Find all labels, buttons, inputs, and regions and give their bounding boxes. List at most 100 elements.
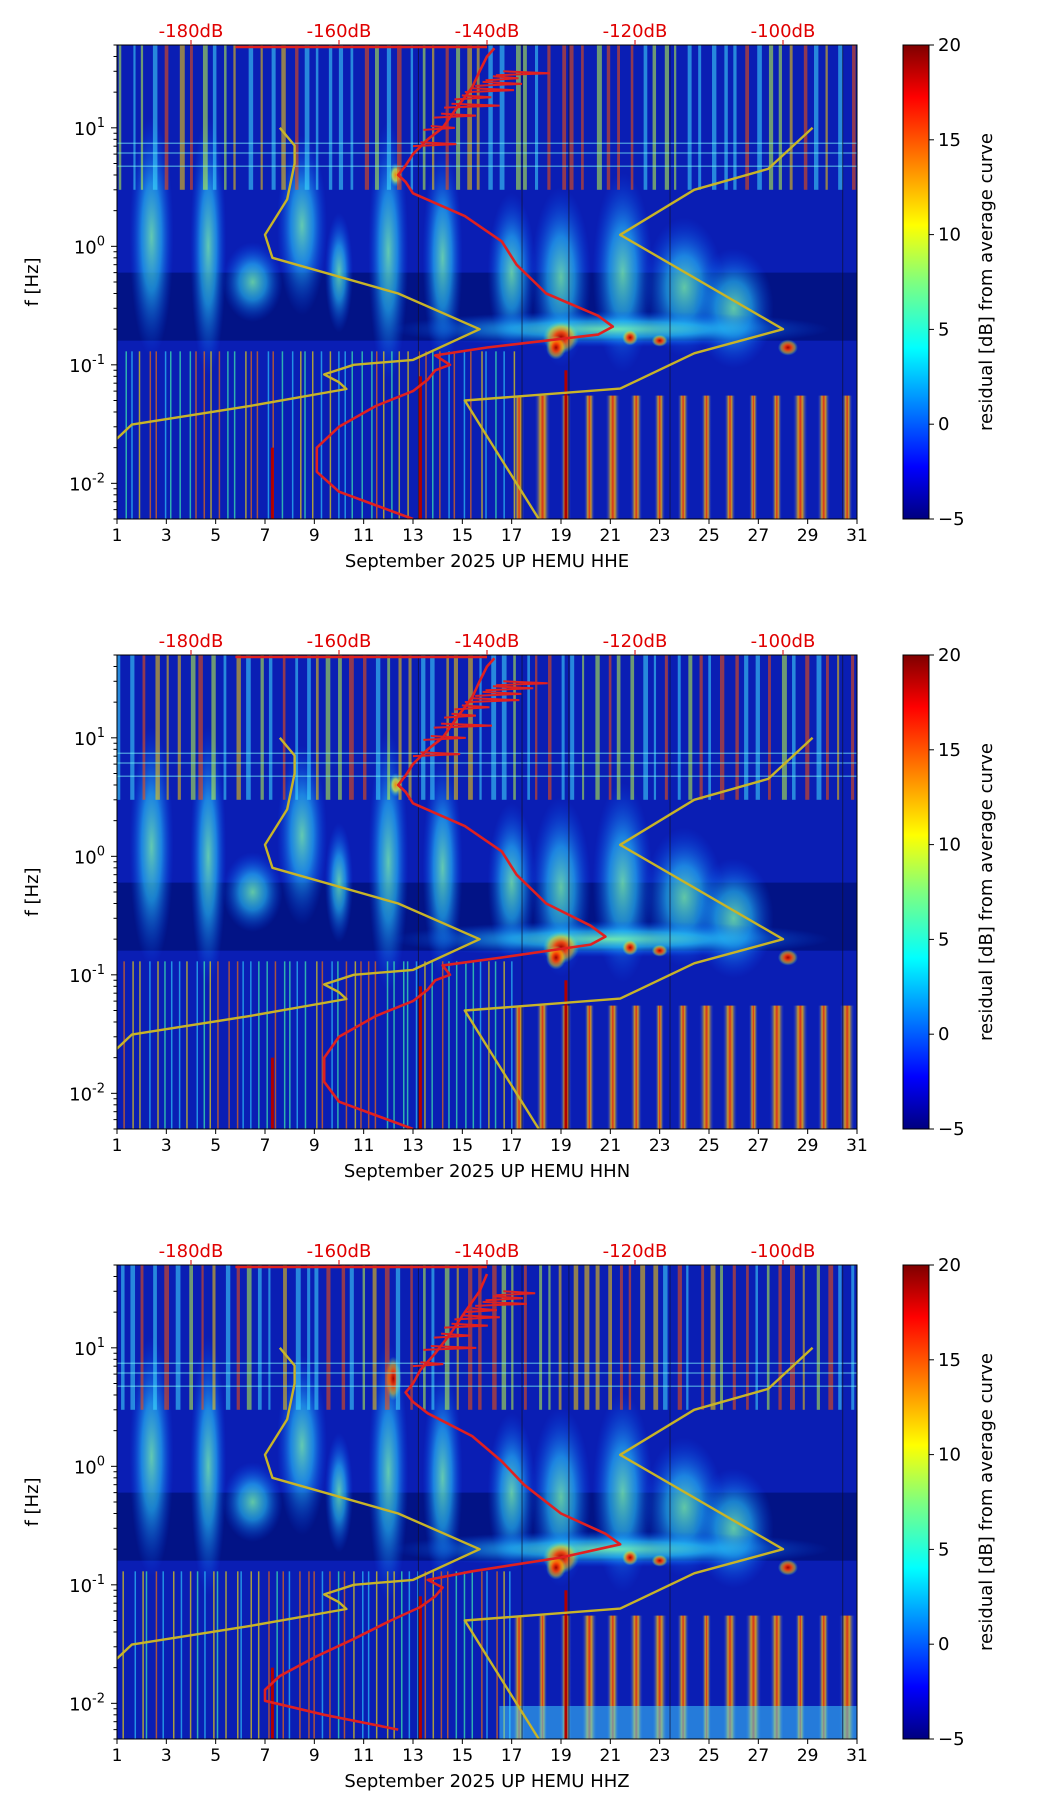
lf-spike: [123, 961, 125, 1129]
hf-stripe: [315, 655, 319, 800]
lf-spike: [441, 961, 444, 1129]
lf-spike: [481, 1571, 483, 1739]
lf-spike: [509, 1571, 511, 1739]
spectrogram-image: [117, 1265, 857, 1739]
median-psd-curve: [263, 1273, 622, 1731]
lf-spike: [431, 961, 433, 1129]
lf-spike: [463, 351, 466, 519]
lf-spike: [139, 961, 141, 1129]
hf-stripe: [838, 1265, 842, 1410]
lf-column: [605, 395, 621, 519]
lf-spike: [155, 351, 157, 519]
hf-stripe: [539, 1265, 543, 1410]
lf-spike: [196, 1571, 199, 1739]
lf-spike: [125, 351, 127, 519]
hf-stripe: [677, 655, 681, 800]
y-axis-label: f [Hz]: [22, 867, 43, 916]
lf-spike: [276, 1571, 278, 1739]
lf-spike: [398, 351, 401, 519]
lf-spike: [272, 351, 274, 519]
x-axis-label: September 2025 UP HEMU HHZ: [344, 1771, 629, 1792]
hf-stripe: [372, 1265, 377, 1410]
hf-stripe: [236, 1265, 240, 1410]
x-axis-label: September 2025 UP HEMU HHE: [345, 551, 629, 572]
y-tick-label: 100: [74, 844, 105, 868]
x-tick-label: 11: [353, 1136, 375, 1156]
lf-spike: [371, 351, 373, 519]
lf-spike: [210, 351, 212, 519]
hf-stripe: [467, 45, 472, 190]
hf-stripe: [582, 655, 585, 800]
hf-stripe: [569, 45, 574, 190]
x-tick-label: 7: [260, 1136, 271, 1156]
lf-spike: [496, 1571, 498, 1739]
lf-spike: [257, 1571, 260, 1739]
hf-stripe: [733, 45, 737, 190]
lf-spike: [256, 351, 259, 519]
lf-spike: [337, 961, 339, 1129]
psd-spread-curve: [475, 690, 522, 697]
x-tick-label: 5: [210, 1136, 221, 1156]
lf-spike: [237, 1571, 239, 1739]
lf-spike: [465, 961, 467, 1129]
hf-stripe: [430, 655, 435, 800]
hf-stripe: [851, 655, 855, 800]
psd-spread-curve: [454, 704, 490, 711]
y-tick-label: 10-1: [69, 353, 105, 377]
hf-stripe: [225, 1265, 231, 1410]
lf-spike: [455, 961, 458, 1129]
x-tick-label: 3: [161, 1136, 172, 1156]
hf-stripe: [295, 45, 299, 190]
cyan-energy-blob: [222, 852, 283, 932]
hf-stripe: [236, 655, 241, 800]
hf-stripe: [826, 655, 829, 800]
x-tick-label: 31: [846, 1136, 868, 1156]
lf-spike: [367, 961, 370, 1129]
lf-spike: [406, 961, 409, 1129]
hf-stripe: [248, 45, 254, 190]
lf-spike: [218, 351, 221, 519]
cyan-energy-blob: [190, 726, 227, 987]
psd-spread-curve: [485, 1295, 524, 1302]
colorbar-tick-label: 15: [938, 740, 961, 761]
hf-stripe: [628, 1265, 632, 1410]
colorbar-tick-label: 10: [938, 1445, 961, 1466]
lf-spike: [345, 961, 348, 1129]
colorbar-label: residual [dB] from average curve: [976, 133, 997, 431]
hf-stripe: [118, 45, 122, 190]
hf-stripe: [326, 1265, 331, 1410]
lf-spike: [282, 1571, 284, 1739]
hf-stripe: [164, 1265, 169, 1410]
lf-spike: [233, 351, 236, 519]
lf-spike: [132, 961, 134, 1129]
hf-stripe: [816, 655, 822, 800]
data-gap-line: [842, 1265, 844, 1739]
hf-stripe: [282, 655, 286, 800]
lf-spike: [227, 351, 229, 519]
hf-stripe: [778, 45, 782, 190]
hf-stripe: [140, 1265, 144, 1410]
hf-stripe: [792, 655, 796, 800]
lf-spike: [481, 351, 483, 519]
hf-stripe: [421, 655, 426, 800]
lf-column: [817, 1005, 830, 1129]
hf-stripe: [431, 1265, 435, 1410]
x-tick-label: 27: [748, 526, 770, 546]
lf-column: [749, 395, 758, 519]
hf-stripe: [175, 1265, 181, 1410]
x-tick-label: 9: [309, 526, 320, 546]
lf-spike: [149, 961, 151, 1129]
lf-column: [769, 1005, 785, 1129]
lf-spike: [304, 351, 306, 519]
data-gap-line: [521, 655, 523, 1129]
lf-spike: [337, 1571, 340, 1739]
hf-stripe: [423, 1265, 426, 1410]
x-tick-label: 5: [210, 526, 221, 546]
lf-spike: [291, 351, 294, 519]
psd-spread-curve: [464, 1307, 497, 1314]
lf-spike: [162, 1571, 164, 1739]
hf-stripe: [701, 1265, 705, 1410]
lf-spike: [361, 351, 363, 519]
lf-spike: [463, 1571, 466, 1739]
data-gap-line: [842, 45, 844, 519]
